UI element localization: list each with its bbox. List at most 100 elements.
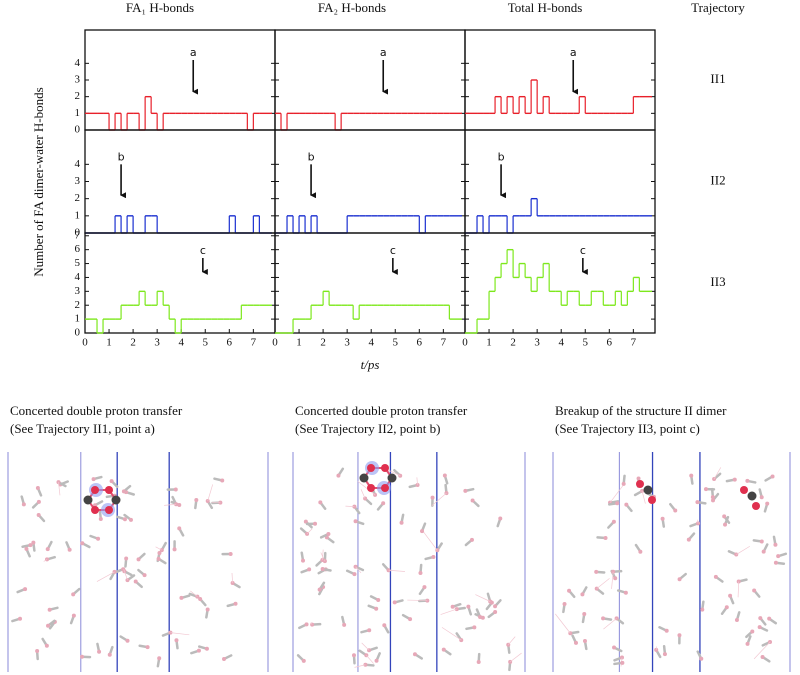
y-tick-label: 2 bbox=[75, 90, 81, 102]
y-tick-label: 1 bbox=[75, 107, 81, 119]
caption: (See Trajectory II2, point b) bbox=[295, 421, 441, 436]
h-bond bbox=[360, 489, 366, 499]
water-oxygen bbox=[493, 609, 498, 614]
water-oxygen bbox=[664, 628, 669, 633]
water-oxygen bbox=[47, 607, 52, 612]
h-bond bbox=[361, 642, 370, 651]
water-oxygen bbox=[303, 519, 308, 524]
caption: Breakup of the structure II dimer bbox=[555, 403, 727, 418]
water-oxygen bbox=[374, 606, 379, 611]
water-oxygen bbox=[80, 654, 85, 659]
water-oxygen bbox=[198, 597, 203, 602]
column-title: FA₁ H-bonds bbox=[126, 0, 194, 15]
fa-carbon bbox=[83, 495, 93, 505]
water-oxygen bbox=[430, 495, 435, 500]
water-oxygen bbox=[125, 578, 130, 583]
snapshots: Concerted double proton transfer (See Tra… bbox=[7, 403, 791, 672]
fa-carbon bbox=[747, 491, 757, 501]
water-oxygen bbox=[196, 648, 201, 653]
panel: b bbox=[464, 129, 656, 234]
water-oxygen bbox=[121, 489, 126, 494]
water-oxygen bbox=[603, 536, 608, 541]
column-title: FA₂ H-bonds bbox=[318, 0, 386, 15]
annotation-label: a bbox=[570, 46, 577, 59]
h-bond bbox=[58, 482, 61, 496]
water-oxygen bbox=[713, 574, 718, 579]
fa-oxygen bbox=[91, 486, 99, 494]
charts: FA₁ H-bonds FA₂ H-bonds Total H-bonds Traje… bbox=[31, 0, 745, 372]
water-oxygen bbox=[418, 570, 423, 575]
h-bond bbox=[422, 530, 438, 551]
water-oxygen bbox=[710, 495, 715, 500]
plot-frame bbox=[274, 29, 466, 131]
plot-frame bbox=[84, 232, 276, 334]
y-tick-label: 3 bbox=[75, 175, 81, 187]
water-oxygen bbox=[677, 633, 682, 638]
y-tick-label: 3 bbox=[75, 285, 81, 297]
water-oxygen bbox=[493, 604, 498, 609]
water-oxygen bbox=[172, 547, 177, 552]
water-oxygen bbox=[382, 623, 387, 628]
h-bond bbox=[231, 573, 233, 584]
annotation-label: b bbox=[308, 150, 315, 163]
annotation-label: c bbox=[580, 244, 586, 257]
water-oxygen bbox=[723, 522, 728, 527]
plot-frame bbox=[84, 29, 276, 131]
water-oxygen bbox=[442, 473, 447, 478]
panel: a bbox=[274, 29, 466, 131]
water-oxygen bbox=[367, 628, 372, 633]
water-oxygen bbox=[567, 588, 572, 593]
water-oxygen bbox=[44, 643, 49, 648]
water-oxygen bbox=[773, 542, 778, 547]
water-oxygen bbox=[98, 517, 103, 522]
water-oxygen bbox=[660, 516, 665, 521]
caption: (See Trajectory II3, point c) bbox=[555, 421, 700, 436]
water-oxygen bbox=[96, 536, 101, 541]
fa-oxygen bbox=[740, 486, 748, 494]
water-oxygen bbox=[476, 660, 481, 665]
h-bond bbox=[416, 477, 418, 486]
x-axis-label: t/ps bbox=[361, 357, 380, 372]
h-bond bbox=[753, 641, 771, 660]
h-bond bbox=[355, 566, 362, 574]
annotation-label: c bbox=[390, 244, 396, 257]
water-oxygen bbox=[580, 592, 585, 597]
plot-frame bbox=[464, 232, 656, 334]
water-oxygen bbox=[36, 512, 41, 517]
water-oxygen bbox=[179, 595, 184, 600]
y-tick-label: 4 bbox=[75, 271, 81, 283]
water-oxygen bbox=[222, 656, 227, 661]
h-bond bbox=[366, 655, 374, 664]
h-bond bbox=[388, 569, 405, 572]
water-oxygen bbox=[31, 540, 36, 545]
water-oxygen bbox=[301, 558, 306, 563]
water-oxygen bbox=[336, 473, 341, 478]
water-oxygen bbox=[97, 649, 102, 654]
water-oxygen bbox=[613, 576, 618, 581]
water-oxygen bbox=[352, 572, 357, 577]
water-oxygen bbox=[469, 537, 474, 542]
water-oxygen bbox=[35, 485, 40, 490]
h-bond bbox=[441, 627, 462, 641]
fa-oxygen bbox=[367, 464, 375, 472]
h-bond bbox=[507, 636, 516, 645]
panel: a bbox=[464, 29, 656, 131]
water-oxygen bbox=[776, 554, 781, 559]
water-oxygen bbox=[612, 645, 617, 650]
x-tick-label: 3 bbox=[154, 337, 160, 349]
water-oxygen bbox=[133, 579, 138, 584]
h-bond bbox=[354, 664, 366, 668]
water-oxygen bbox=[573, 640, 578, 645]
row-label: II2 bbox=[710, 172, 725, 187]
water-oxygen bbox=[594, 569, 599, 574]
water-oxygen bbox=[711, 498, 716, 503]
water-oxygen bbox=[173, 487, 178, 492]
water-oxygen bbox=[700, 607, 705, 612]
water-oxygen bbox=[145, 645, 150, 650]
y-tick-label: 5 bbox=[75, 257, 81, 269]
water-oxygen bbox=[759, 495, 764, 500]
water-oxygen bbox=[233, 601, 238, 606]
water-oxygen bbox=[758, 616, 763, 621]
water-oxygen bbox=[450, 604, 455, 609]
water-oxygen bbox=[307, 567, 312, 572]
